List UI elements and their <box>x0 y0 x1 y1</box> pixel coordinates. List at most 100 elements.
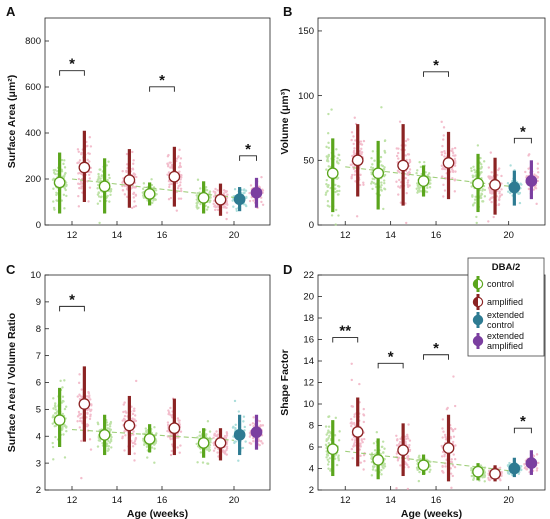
data-point <box>324 193 327 196</box>
mean-marker-amplified <box>442 157 455 169</box>
data-point <box>417 479 421 483</box>
data-point <box>350 163 354 166</box>
mean-marker-amplified <box>168 422 181 435</box>
data-point <box>88 186 92 189</box>
data-point <box>260 196 263 199</box>
data-point <box>97 195 101 198</box>
data-point <box>483 188 487 192</box>
y-tick-label: 0 <box>36 220 41 231</box>
data-point <box>371 177 374 181</box>
data-point <box>482 160 486 163</box>
data-point <box>77 150 80 153</box>
mean-marker-extended_amplified <box>250 426 263 439</box>
data-point <box>123 430 126 433</box>
data-point <box>251 422 255 425</box>
data-point <box>383 139 387 143</box>
mean-marker-amplified <box>397 444 409 457</box>
data-point <box>379 155 383 159</box>
data-point <box>358 183 362 187</box>
data-point <box>350 447 354 451</box>
data-point <box>349 417 353 421</box>
data-point <box>473 198 477 201</box>
mean-marker-extended_amplified <box>525 457 538 469</box>
data-point <box>179 430 183 433</box>
data-point <box>479 171 482 174</box>
data-point <box>418 160 421 164</box>
data-point <box>64 405 68 408</box>
data-point <box>450 168 454 171</box>
data-point <box>150 446 154 449</box>
data-point <box>166 162 169 165</box>
data-point <box>380 445 384 449</box>
data-point <box>132 172 136 175</box>
data-point <box>383 166 386 169</box>
data-point <box>55 193 58 197</box>
data-point <box>481 200 485 203</box>
data-point <box>353 441 357 444</box>
data-point <box>212 436 215 440</box>
data-point <box>443 433 447 437</box>
data-point <box>324 443 328 447</box>
significance-label: * <box>69 56 75 73</box>
data-point <box>479 464 483 467</box>
data-point <box>527 167 530 170</box>
data-point <box>51 445 55 449</box>
data-point <box>85 145 88 148</box>
data-point <box>201 461 205 464</box>
data-point <box>88 135 92 139</box>
data-point <box>141 187 145 191</box>
data-point <box>325 456 328 459</box>
data-point <box>325 453 329 456</box>
data-point <box>371 163 374 166</box>
data-point <box>358 382 361 386</box>
data-point <box>354 439 357 442</box>
y-tick-label: 6 <box>309 442 314 453</box>
data-point <box>80 439 83 443</box>
data-point <box>443 152 447 155</box>
data-point <box>248 199 252 203</box>
data-point <box>398 120 402 123</box>
data-point <box>80 185 83 188</box>
panel-D: 2 4 6 8 10 12 14 16 18 20 22 12 14 16 20 Shape Factor Ag… <box>279 262 546 519</box>
data-point <box>337 454 340 457</box>
data-point <box>155 193 158 196</box>
data-point <box>336 193 340 196</box>
data-point <box>359 140 363 143</box>
circle-purple-icon <box>472 335 484 347</box>
data-point <box>382 451 385 454</box>
significance-bracket <box>423 71 449 77</box>
legend-label-extended_amplified: amplified <box>487 341 523 351</box>
data-point <box>407 423 410 426</box>
data-point <box>199 202 202 206</box>
data-point <box>199 451 203 454</box>
significance-label: * <box>520 123 526 140</box>
data-point <box>52 458 55 461</box>
data-point <box>76 395 79 398</box>
legend-label-extended_control: extended <box>487 310 524 320</box>
data-point <box>225 440 229 443</box>
data-point <box>78 171 81 175</box>
data-point <box>106 178 109 182</box>
data-point <box>417 184 420 188</box>
data-point <box>337 459 341 462</box>
data-point <box>96 445 100 448</box>
data-point <box>133 452 136 455</box>
data-point <box>362 468 365 471</box>
y-tick-label: 6 <box>36 378 41 389</box>
data-point <box>132 430 135 433</box>
data-point <box>233 187 237 191</box>
data-point <box>325 433 328 436</box>
data-point <box>105 442 109 446</box>
data-point <box>175 181 179 185</box>
data-point <box>52 200 55 203</box>
data-point <box>231 426 235 429</box>
data-point <box>442 138 445 141</box>
data-point <box>206 420 210 423</box>
data-point <box>199 187 202 190</box>
data-point <box>64 171 67 175</box>
data-point <box>334 187 337 190</box>
data-point <box>453 190 457 193</box>
data-point <box>334 208 338 212</box>
data-point <box>533 173 536 176</box>
data-point <box>446 406 449 410</box>
